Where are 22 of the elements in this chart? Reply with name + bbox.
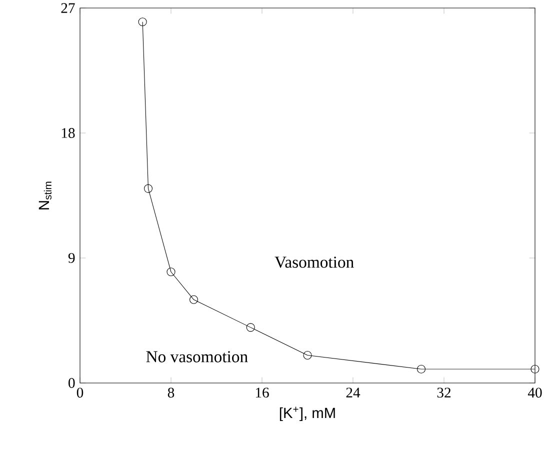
y-axis-title: N$_{stim}$ (38, 182, 52, 210)
x-tick-label: 40 (528, 388, 542, 398)
y-tick-label: 27 (61, 3, 75, 13)
annotation: No vasomotion (146, 351, 248, 362)
x-tick-label: 24 (346, 388, 360, 398)
x-axis-title: [K$^{+}$], mM (280, 406, 335, 422)
point (416, 364, 426, 374)
point (144, 184, 153, 193)
point (530, 364, 540, 374)
y-tick-label: 18 (62, 128, 75, 138)
y-tick-label: 0 (68, 378, 75, 388)
point (166, 268, 176, 276)
x-tick-label: 0 (76, 388, 84, 398)
x-tick-label: 8 (168, 388, 174, 398)
x-tick-label: 16 (256, 388, 269, 398)
x-tick-label: 32 (437, 388, 451, 398)
point (303, 350, 312, 360)
y-tick-label: 9 (68, 253, 75, 263)
annotation: Vasomotion (274, 256, 354, 268)
point (138, 18, 147, 26)
point (246, 323, 255, 332)
point (189, 295, 198, 304)
